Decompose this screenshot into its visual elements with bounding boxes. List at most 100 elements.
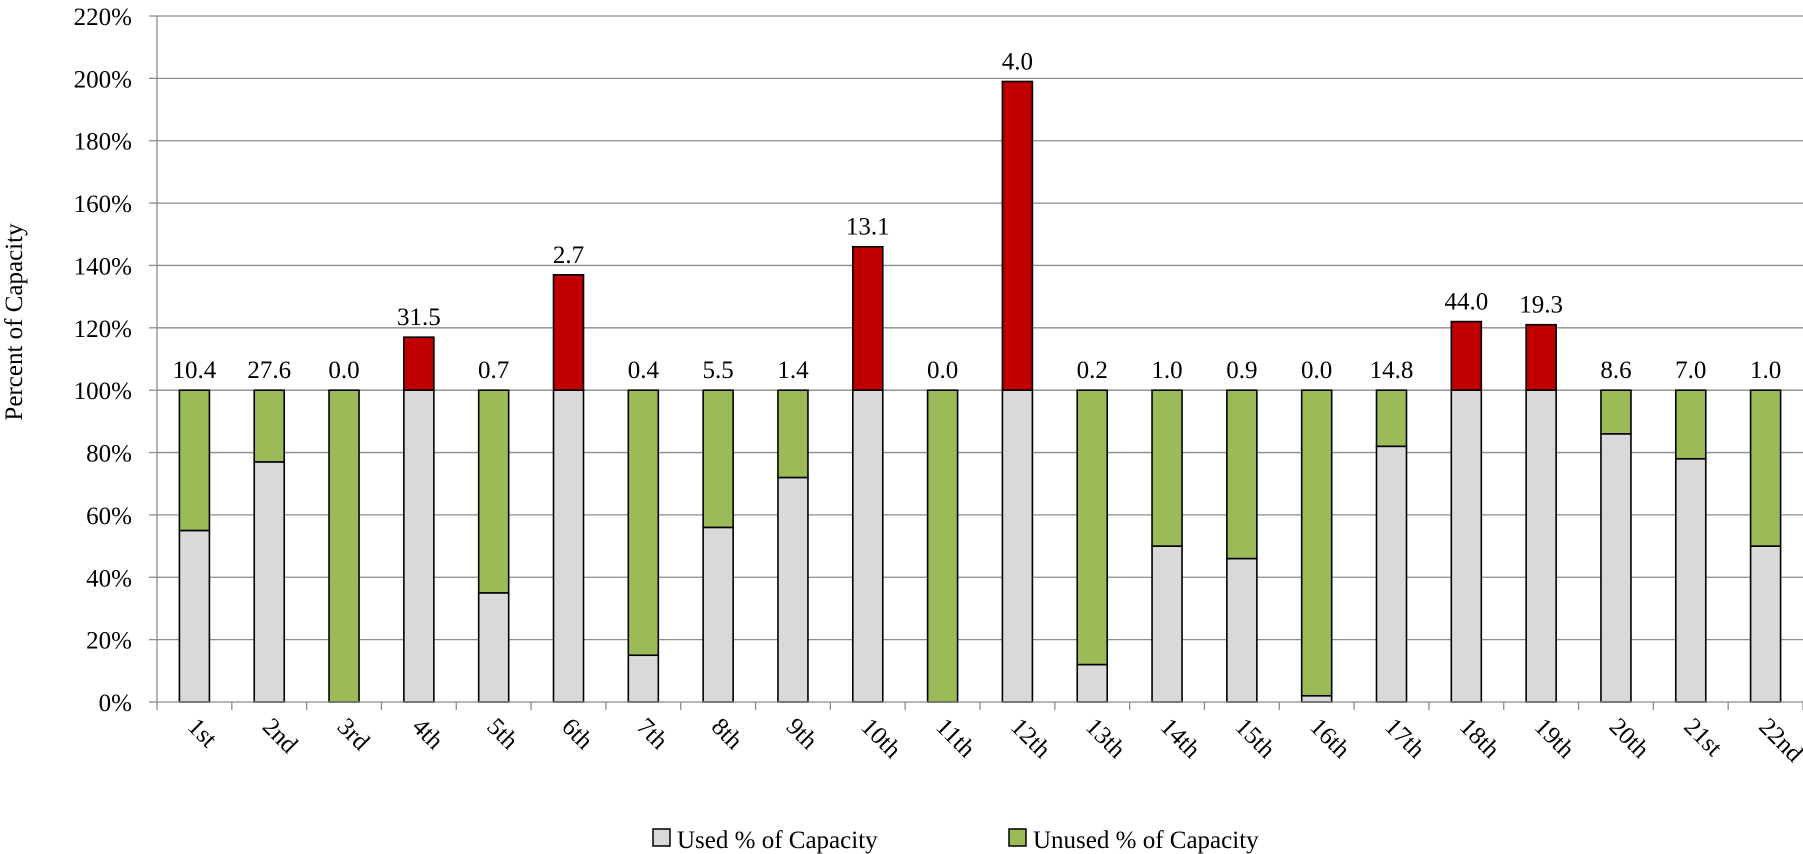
bar-used	[1525, 389, 1557, 703]
data-label: 1.0	[1151, 357, 1182, 384]
bar-used	[1600, 433, 1632, 703]
x-category-label: 9th	[781, 713, 823, 755]
data-label: 8.6	[1600, 357, 1631, 384]
x-category-label: 12th	[1005, 713, 1056, 764]
y-tick-label: 40%	[86, 565, 132, 592]
bar-over-capacity	[1450, 320, 1483, 391]
bar-used	[477, 592, 510, 703]
bar-over-capacity	[403, 336, 435, 391]
bar-unused	[627, 389, 660, 657]
data-label: 0.0	[927, 357, 958, 384]
bar-used	[1450, 389, 1483, 703]
bar-unused	[1674, 389, 1707, 460]
y-tick-label: 60%	[86, 503, 132, 530]
bar-used	[627, 654, 660, 703]
y-axis-title: Percent of Capacity	[1, 223, 28, 421]
bar-used	[1151, 545, 1183, 703]
data-label: 0.9	[1226, 357, 1257, 384]
x-category-label: 8th	[706, 713, 748, 755]
x-category-label: 22nd	[1753, 713, 1803, 768]
x-axis-categories: 1st 2nd 3rd 4th 5th 6th 7th 8th 9th 10th 11th 12th 1…	[182, 702, 1803, 768]
bar-used	[777, 476, 809, 703]
bar-unused	[1600, 389, 1632, 435]
bar-unused	[1749, 389, 1782, 547]
bar-used	[1076, 663, 1109, 703]
bar-over-capacity	[1001, 80, 1034, 391]
legend-swatch-used	[652, 828, 671, 847]
y-tick-label: 120%	[74, 316, 132, 343]
y-tick-label: 0%	[99, 690, 132, 717]
bar-used	[1226, 557, 1258, 703]
data-label: 1.4	[777, 357, 809, 384]
x-category-label: 1st	[182, 713, 222, 753]
data-label: 2.7	[553, 242, 584, 269]
bar-used	[1375, 445, 1408, 703]
data-label: 19.3	[1519, 292, 1563, 319]
data-label: 10.4	[173, 357, 217, 384]
y-axis-ticks: 0% 20% 40% 60% 80% 100% 120% 140% 160% 180% 200% 22…	[74, 4, 157, 717]
x-category-label: 6th	[556, 713, 598, 755]
y-tick-label: 160%	[74, 191, 132, 218]
data-label: 13.1	[846, 214, 890, 241]
y-tick-label: 200%	[74, 66, 132, 93]
legend-swatch-unused	[1008, 828, 1027, 847]
bar-unused	[1300, 389, 1333, 697]
legend-label-used: Used % of Capacity	[677, 827, 878, 854]
data-label: 31.5	[397, 304, 441, 331]
x-category-label: 10th	[856, 713, 907, 764]
bar-used	[253, 461, 286, 703]
data-label: 14.8	[1370, 357, 1414, 384]
x-category-label: 7th	[631, 713, 673, 755]
y-tick-label: 180%	[74, 129, 132, 156]
data-label: 7.0	[1675, 357, 1706, 384]
bar-used	[1001, 389, 1034, 703]
data-label: 0.2	[1077, 357, 1108, 384]
bar-over-capacity	[851, 245, 884, 391]
data-label: 44.0	[1444, 289, 1488, 316]
bars	[178, 80, 1782, 703]
bar-used	[1749, 545, 1782, 703]
bar-unused	[1375, 389, 1408, 448]
data-label: 0.4	[628, 357, 660, 384]
x-category-label: 18th	[1454, 713, 1505, 764]
bar-unused	[1226, 389, 1258, 560]
data-label: 0.0	[1301, 357, 1332, 384]
bar-unused	[702, 389, 734, 529]
y-tick-label: 220%	[74, 4, 132, 31]
bar-over-capacity	[1525, 323, 1557, 391]
x-category-label: 16th	[1304, 713, 1355, 764]
data-labels: 10.4 27.6 0.0 31.5 0.7 2.7 0.4 5.5 1.4 13.1 0.0 4.0…	[173, 48, 1782, 384]
data-label: 0.0	[328, 357, 359, 384]
bar-used	[1674, 457, 1707, 703]
y-tick-label: 20%	[86, 628, 132, 655]
axes	[156, 16, 1803, 710]
x-category-label: 11th	[930, 713, 980, 763]
bar-used	[403, 389, 435, 703]
bar-used	[178, 529, 211, 703]
data-label: 27.6	[247, 357, 291, 384]
y-tick-label: 80%	[86, 441, 132, 468]
y-tick-label: 140%	[74, 253, 132, 280]
bar-unused	[477, 389, 510, 594]
bar-unused	[926, 389, 959, 703]
x-category-label: 14th	[1155, 713, 1206, 764]
bar-used	[1300, 694, 1333, 703]
x-category-label: 3rd	[332, 713, 375, 756]
y-tick-label: 100%	[74, 378, 132, 405]
bar-used	[702, 526, 734, 703]
x-category-label: 13th	[1080, 713, 1131, 764]
legend-label-unused: Unused % of Capacity	[1033, 827, 1259, 854]
x-category-label: 5th	[481, 713, 523, 755]
bar-unused	[777, 389, 809, 479]
x-category-label: 21st	[1679, 713, 1728, 762]
x-category-label: 19th	[1529, 713, 1580, 764]
x-category-label: 2nd	[257, 713, 303, 759]
data-label: 0.7	[478, 357, 509, 384]
bar-unused	[1151, 389, 1183, 547]
bar-unused	[1076, 389, 1109, 666]
x-category-label: 4th	[407, 713, 449, 755]
bar-unused	[328, 389, 360, 703]
data-label: 5.5	[703, 357, 734, 384]
bar-unused	[178, 389, 211, 532]
